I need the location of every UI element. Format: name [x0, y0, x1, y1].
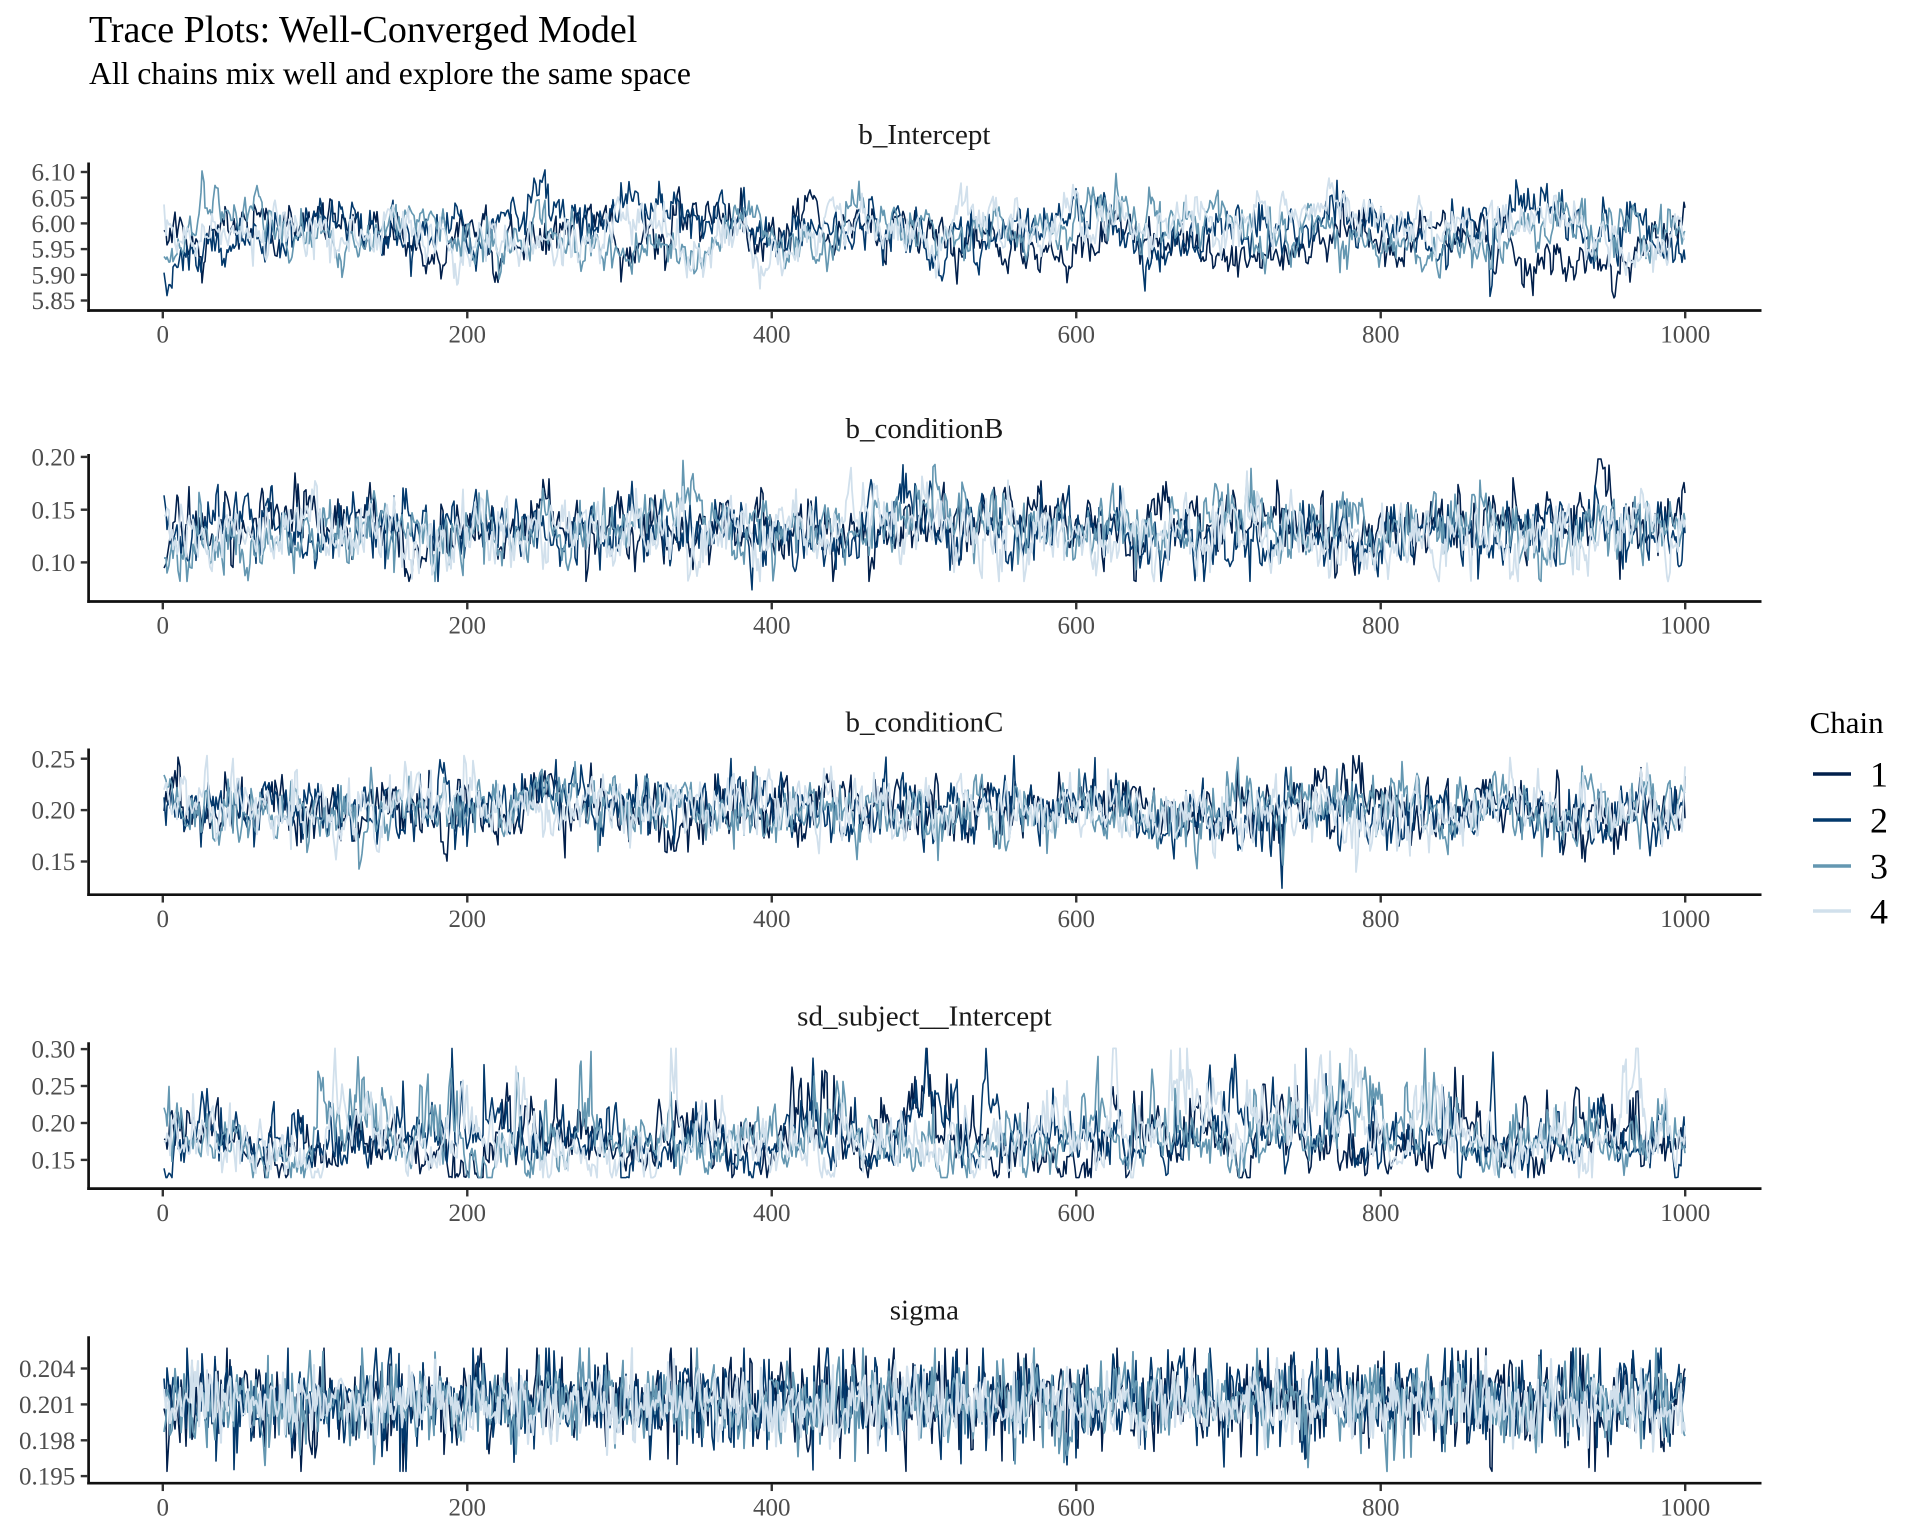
svg-text:600: 600	[1057, 906, 1095, 933]
svg-text:800: 800	[1362, 1200, 1400, 1227]
svg-text:0: 0	[157, 1200, 170, 1227]
svg-text:400: 400	[753, 322, 791, 349]
svg-text:200: 200	[449, 322, 487, 349]
svg-text:6.05: 6.05	[31, 185, 75, 212]
svg-text:800: 800	[1362, 1494, 1400, 1521]
svg-text:1: 1	[1870, 755, 1888, 795]
svg-text:0.25: 0.25	[31, 1074, 75, 1101]
svg-text:5.95: 5.95	[31, 237, 75, 264]
svg-text:600: 600	[1057, 1200, 1095, 1227]
svg-text:0.20: 0.20	[31, 798, 75, 825]
svg-text:6.10: 6.10	[31, 160, 75, 187]
svg-text:1000: 1000	[1660, 906, 1710, 933]
svg-text:0: 0	[157, 906, 170, 933]
svg-text:400: 400	[753, 613, 791, 640]
svg-text:0.30: 0.30	[31, 1037, 75, 1064]
svg-text:Chain: Chain	[1810, 705, 1885, 740]
svg-text:0.201: 0.201	[19, 1392, 75, 1419]
svg-text:0.10: 0.10	[31, 550, 75, 577]
svg-text:800: 800	[1362, 613, 1400, 640]
svg-text:1000: 1000	[1660, 613, 1710, 640]
svg-text:4: 4	[1870, 892, 1888, 932]
svg-text:All chains mix well and explor: All chains mix well and explore the same…	[89, 56, 691, 91]
svg-text:0.15: 0.15	[31, 849, 75, 876]
svg-text:1000: 1000	[1660, 322, 1710, 349]
svg-text:2: 2	[1870, 801, 1888, 841]
svg-text:Trace Plots: Well-Converged Mo: Trace Plots: Well-Converged Model	[89, 9, 637, 51]
svg-text:200: 200	[449, 906, 487, 933]
svg-text:0.195: 0.195	[19, 1464, 75, 1491]
svg-text:800: 800	[1362, 906, 1400, 933]
svg-text:0: 0	[157, 613, 170, 640]
svg-text:0: 0	[157, 322, 170, 349]
svg-text:0.25: 0.25	[31, 746, 75, 773]
svg-text:b_conditionC: b_conditionC	[845, 707, 1003, 739]
svg-text:5.85: 5.85	[31, 288, 75, 315]
svg-text:600: 600	[1057, 1494, 1095, 1521]
svg-text:sigma: sigma	[890, 1294, 959, 1326]
svg-text:0.204: 0.204	[19, 1356, 76, 1383]
svg-text:800: 800	[1362, 322, 1400, 349]
svg-text:1000: 1000	[1660, 1200, 1710, 1227]
svg-text:5.90: 5.90	[31, 262, 75, 289]
svg-text:0.15: 0.15	[31, 497, 75, 524]
svg-text:0.198: 0.198	[19, 1428, 75, 1455]
svg-text:6.00: 6.00	[31, 211, 75, 238]
svg-text:0: 0	[157, 1494, 170, 1521]
svg-text:400: 400	[753, 1494, 791, 1521]
svg-text:400: 400	[753, 1200, 791, 1227]
svg-text:b_conditionB: b_conditionB	[845, 413, 1003, 445]
svg-text:b_Intercept: b_Intercept	[858, 119, 990, 151]
svg-text:600: 600	[1057, 613, 1095, 640]
svg-text:400: 400	[753, 906, 791, 933]
svg-text:200: 200	[449, 1200, 487, 1227]
svg-text:600: 600	[1057, 322, 1095, 349]
svg-text:0.15: 0.15	[31, 1148, 75, 1175]
svg-text:0.20: 0.20	[31, 445, 75, 472]
svg-text:200: 200	[449, 613, 487, 640]
svg-text:sd_subject__Intercept: sd_subject__Intercept	[797, 1001, 1051, 1033]
svg-text:0.20: 0.20	[31, 1111, 75, 1138]
svg-text:200: 200	[449, 1494, 487, 1521]
svg-text:3: 3	[1870, 847, 1888, 887]
svg-text:1000: 1000	[1660, 1494, 1710, 1521]
